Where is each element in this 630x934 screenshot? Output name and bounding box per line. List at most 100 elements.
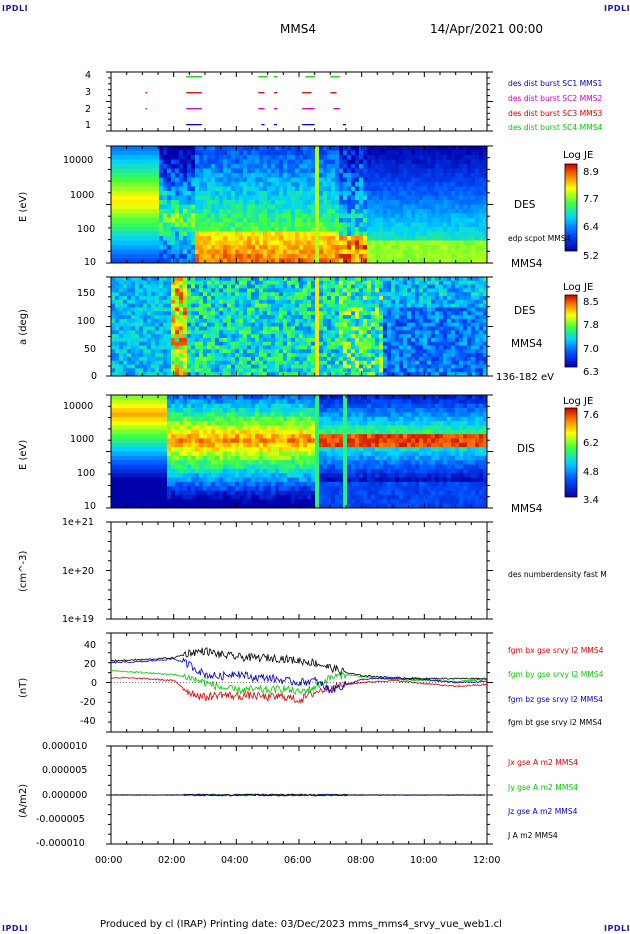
spectrogram-cell	[471, 299, 476, 305]
spectrogram-cell	[287, 341, 292, 347]
spectrogram-cell	[175, 209, 180, 215]
spectrogram-cell	[391, 341, 396, 347]
spectrogram-cell	[391, 296, 396, 301]
spectrogram-cell	[255, 231, 260, 237]
spectrogram-cell	[251, 191, 256, 197]
spectrogram-cell	[379, 356, 384, 362]
spectrogram-cell	[171, 315, 176, 320]
spectrogram-cell	[115, 425, 120, 431]
spectrogram-cell	[451, 334, 456, 339]
spectrogram-cell	[231, 254, 236, 260]
spectrogram-cell	[215, 200, 220, 206]
spectrogram-cell	[367, 303, 372, 309]
spectrogram-cell	[339, 296, 344, 301]
spectrogram-cell	[123, 307, 128, 312]
spectrogram-cell	[359, 364, 364, 369]
spectrogram-cell	[343, 337, 348, 343]
spectrogram-cell	[363, 372, 368, 376]
spectrogram-cell	[403, 177, 408, 183]
spectrogram-cell	[143, 326, 148, 331]
spectrogram-cell	[295, 345, 300, 350]
spectrogram-cell	[287, 254, 292, 260]
spectrogram-cell	[367, 222, 372, 228]
spectrogram-cell	[239, 146, 244, 152]
spectrogram-cell	[427, 292, 432, 297]
spectrogram-cell	[339, 334, 344, 339]
spectrogram-cell	[435, 222, 440, 228]
spectrogram-cell	[287, 222, 292, 228]
spectrogram-cell	[319, 364, 324, 369]
spectrogram-cell	[339, 191, 344, 197]
spectrogram-cell	[427, 204, 432, 210]
spectrogram-cell	[443, 209, 448, 215]
spectrogram-cell	[203, 159, 208, 165]
spectrogram-cell	[307, 168, 312, 174]
spectrogram-cell	[443, 168, 448, 174]
spectrogram-cell	[327, 296, 332, 301]
spectrogram-cell	[351, 191, 356, 197]
spectrogram-cell	[363, 245, 368, 251]
spectrogram-cell	[311, 356, 316, 362]
spectrogram-cell	[275, 299, 280, 305]
spectrogram-cell	[127, 280, 132, 286]
spectrogram-cell	[119, 341, 124, 347]
spectrogram-cell	[223, 349, 228, 354]
spectrogram-cell	[335, 155, 340, 161]
spectrogram-cell	[259, 209, 264, 215]
spectrogram-cell	[319, 341, 324, 347]
spectrogram-cell	[383, 315, 388, 320]
spectrogram-cell	[263, 218, 268, 224]
spectrogram-cell	[147, 299, 152, 305]
spectrogram-cell	[247, 341, 252, 347]
spectrogram-cell	[259, 326, 264, 331]
spectrogram-cell	[443, 222, 448, 228]
spectrogram-cell	[211, 284, 216, 290]
spectrogram-cell	[303, 368, 308, 373]
spectrogram-cell	[155, 277, 160, 282]
spectrogram-cell	[291, 258, 296, 263]
spectrogram-cell	[403, 277, 408, 282]
spectrogram-cell	[119, 318, 124, 324]
spectrogram-cell	[147, 372, 152, 376]
spectrogram-cell	[463, 240, 468, 246]
spectrogram-cell	[355, 258, 360, 263]
spectrogram-cell	[171, 168, 176, 174]
spectrogram-cell	[391, 164, 396, 170]
spectrogram-cell	[115, 451, 120, 457]
spectrogram-cell	[119, 360, 124, 366]
spectrogram-cell	[347, 159, 352, 165]
spectrogram-cell	[311, 345, 316, 350]
spectrogram-cell	[271, 326, 276, 331]
spectrogram-cell	[195, 284, 200, 290]
spectrogram-cell	[483, 227, 487, 233]
spectrogram-cell	[363, 356, 368, 362]
spectrogram-cell	[379, 249, 384, 255]
spectrogram-cell	[163, 173, 168, 179]
spectrogram-cell	[379, 277, 384, 282]
spectrogram-cell	[207, 222, 212, 228]
spectrogram-cell	[115, 303, 120, 309]
spectrogram-cell	[411, 349, 416, 354]
spectrogram-cell	[211, 218, 216, 224]
spectrogram-cell	[283, 364, 288, 369]
spectrogram-cell	[331, 307, 336, 312]
spectrogram-cell	[475, 164, 480, 170]
spectrogram-cell	[367, 204, 372, 210]
spectrogram-cell	[331, 345, 336, 350]
spectrogram-cell	[439, 177, 444, 183]
spectrogram-cell	[399, 146, 404, 152]
spectrogram-cell	[259, 349, 264, 354]
spectrogram-cell	[219, 345, 224, 350]
spectrogram-cell	[371, 204, 376, 210]
spectrogram-cell	[323, 292, 328, 297]
spectrogram-cell	[423, 240, 428, 246]
spectrogram-cell	[367, 245, 372, 251]
spectrogram-cell	[179, 173, 184, 179]
spectrogram-cell	[383, 368, 388, 373]
spectrogram-cell	[327, 318, 332, 324]
spectrogram-cell	[359, 177, 364, 183]
spectrogram-cell	[167, 299, 172, 305]
spectrogram-cell	[447, 236, 452, 242]
spectrogram-cell	[271, 240, 276, 246]
spectrogram-cell	[211, 240, 216, 246]
